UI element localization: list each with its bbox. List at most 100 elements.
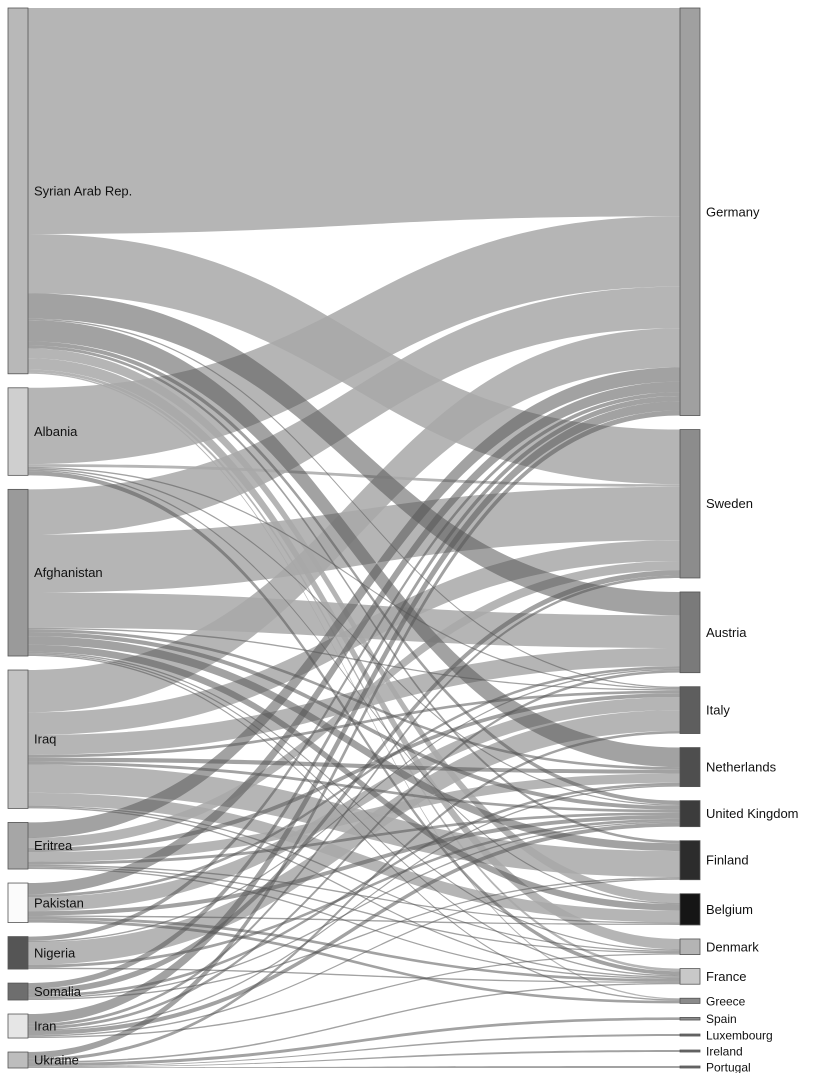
label-finland: Finland (706, 853, 749, 868)
flow-albania-to-germany (28, 216, 680, 465)
node-sweden (679, 429, 701, 579)
node-denmark (679, 938, 701, 955)
node-iraq (7, 669, 29, 809)
node-spain (679, 1017, 701, 1021)
flow-nigeria-to-germany (28, 392, 680, 941)
flow-ukraine-to-luxembourg (28, 1034, 680, 1067)
flow-syria-to-denmark (28, 358, 680, 950)
country-nodes (7, 7, 701, 1069)
node-albania (7, 387, 29, 476)
flow-afghanistan-to-greece (28, 654, 680, 1001)
flow-nigeria-to-uk (28, 818, 680, 968)
flow-pakistan-to-belgium (28, 915, 680, 925)
label-pakistan: Pakistan (34, 895, 84, 910)
label-nigeria: Nigeria (34, 945, 76, 960)
flow-afghanistan-to-italy (28, 627, 680, 691)
node-netherlands (679, 747, 701, 788)
label-netherlands: Netherlands (706, 760, 777, 775)
flow-syria-to-netherlands (28, 320, 680, 768)
flow-pakistan-to-italy (28, 697, 680, 912)
node-greece (679, 997, 701, 1004)
node-eritrea (7, 822, 29, 870)
flow-iraq-to-denmark (28, 805, 680, 952)
flow-iran-to-netherlands (28, 785, 680, 1031)
flow-albania-to-italy (28, 466, 680, 690)
node-austria (679, 591, 701, 674)
label-somalia: Somalia (34, 984, 82, 999)
flow-nigeria-to-france (28, 967, 680, 983)
flow-afghanistan-to-netherlands (28, 629, 680, 770)
flow-iran-to-uk (28, 822, 680, 1036)
flow-nigeria-to-austria (28, 668, 680, 943)
node-iran (7, 1013, 29, 1039)
flow-eritrea-to-uk (28, 812, 680, 865)
label-iran: Iran (34, 1019, 56, 1034)
flow-ukraine-to-ireland (28, 1050, 680, 1068)
node-belgium (679, 893, 701, 926)
flow-syria-to-austria (28, 293, 680, 616)
node-uk (679, 800, 701, 828)
flow-eritrea-to-netherlands (28, 773, 680, 862)
label-eritrea: Eritrea (34, 838, 73, 853)
flow-ukraine-to-italy (28, 730, 680, 1062)
flow-iraq-to-uk (28, 761, 680, 813)
flow-iran-to-finland (28, 878, 680, 1037)
node-ukraine (7, 1051, 29, 1069)
node-syria (7, 7, 29, 375)
flow-syria-to-france (28, 369, 680, 972)
flow-syria-to-italy (28, 318, 680, 688)
label-greece: Greece (706, 994, 746, 1008)
flow-iraq-to-germany (28, 328, 680, 713)
node-italy (679, 686, 701, 734)
label-germany: Germany (706, 204, 760, 219)
node-pakistan (7, 882, 29, 923)
flow-pakistan-to-uk (28, 814, 680, 916)
flow-albania-to-sweden (28, 464, 680, 487)
flow-iran-to-denmark (28, 953, 680, 1039)
label-iraq: Iraq (34, 732, 56, 747)
node-ireland (679, 1049, 701, 1053)
flow-pakistan-to-germany (28, 381, 680, 895)
node-finland (679, 840, 701, 881)
flow-iran-to-germany (28, 401, 680, 1024)
label-syria: Syrian Arab Rep. (34, 183, 132, 198)
flow-pakistan-to-france (28, 916, 680, 982)
flow-somalia-to-finland (28, 877, 680, 1001)
label-denmark: Denmark (706, 939, 759, 954)
node-france (679, 968, 701, 985)
flow-afghanistan-to-uk (28, 632, 680, 810)
node-germany (679, 7, 701, 416)
node-portugal (679, 1065, 701, 1069)
country-labels: Syrian Arab Rep. Albania Afghanistan Iraq Er… (34, 183, 799, 1073)
label-portugal: Portugal (706, 1061, 751, 1073)
label-spain: Spain (706, 1012, 737, 1026)
label-austria: Austria (706, 625, 747, 640)
label-france: France (706, 969, 746, 984)
flow-iraq-to-netherlands (28, 757, 680, 774)
flow-eritrea-to-france (28, 867, 680, 980)
label-italy: Italy (706, 703, 730, 718)
flow-albania-to-belgium (28, 469, 680, 905)
flow-pakistan-to-greece (28, 919, 680, 1004)
flow-eritrea-to-germany (28, 367, 680, 838)
flow-ukraine-to-spain (28, 1017, 680, 1067)
flow-iran-to-austria (28, 670, 680, 1030)
label-ukraine: Ukraine (34, 1053, 79, 1068)
flow-somalia-to-uk (28, 821, 680, 999)
label-afghanistan: Afghanistan (34, 565, 103, 580)
flow-somalia-to-netherlands (28, 782, 680, 998)
label-ireland: Ireland (706, 1045, 743, 1059)
flow-ukraine-to-portugal (28, 1066, 680, 1068)
flow-syria-to-uk (28, 341, 680, 805)
flow-somalia-to-germany (28, 396, 680, 989)
flow-iran-to-sweden (28, 575, 680, 1027)
node-afghanistan (7, 488, 29, 657)
node-luxembourg (679, 1033, 701, 1037)
flow-afghanistan-to-france (28, 653, 680, 977)
label-luxembourg: Luxembourg (706, 1029, 773, 1043)
flow-links (28, 8, 680, 1068)
flow-iraq-to-belgium (28, 792, 680, 923)
label-albania: Albania (34, 424, 78, 439)
flow-ukraine-to-germany (28, 410, 680, 1059)
